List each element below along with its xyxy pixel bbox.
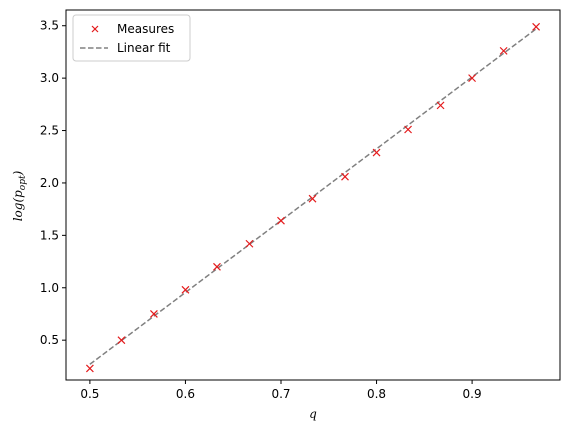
x-tick-label: 0.9 bbox=[463, 387, 482, 401]
y-axis-label: log(popt) bbox=[11, 170, 28, 221]
legend-label-linear-fit: Linear fit bbox=[117, 41, 171, 55]
y-tick-label: 2.5 bbox=[40, 124, 59, 138]
measure-point bbox=[468, 74, 477, 83]
plot-area bbox=[85, 22, 541, 373]
measure-point bbox=[436, 101, 445, 110]
x-tick-label: 0.6 bbox=[176, 387, 195, 401]
x-tick-label: 0.8 bbox=[367, 387, 386, 401]
legend-label-measures: Measures bbox=[117, 22, 174, 36]
axes-frame bbox=[65, 9, 561, 381]
y-tick-label: 1.5 bbox=[40, 228, 59, 242]
y-axis: 0.5 1.0 1.5 2.0 2.5 3.0 3.5 bbox=[40, 19, 66, 347]
x-axis: 0.5 0.6 0.7 0.8 0.9 bbox=[80, 380, 482, 401]
linear-fit-line bbox=[89, 28, 537, 365]
x-tick-label: 0.5 bbox=[80, 387, 99, 401]
legend-box bbox=[72, 14, 191, 62]
y-tick-label: 3.5 bbox=[40, 19, 59, 33]
measure-point bbox=[245, 239, 254, 248]
measure-point bbox=[213, 262, 221, 271]
measure-point bbox=[181, 285, 190, 294]
y-tick-label: 0.5 bbox=[40, 333, 59, 347]
x-tick-label: 0.7 bbox=[271, 387, 290, 401]
y-tick-label: 3.0 bbox=[40, 71, 59, 85]
measure-point bbox=[341, 172, 349, 181]
measure-point bbox=[404, 125, 412, 134]
measure-point bbox=[85, 364, 94, 373]
y-axis-label-base: log(p bbox=[11, 190, 25, 221]
measure-point bbox=[149, 310, 158, 318]
legend-marker-measures bbox=[91, 25, 99, 33]
legend: Measures Linear fit bbox=[72, 14, 191, 62]
x-axis-label: q bbox=[309, 407, 317, 421]
measure-point bbox=[372, 148, 381, 157]
y-axis-label-close: ) bbox=[11, 170, 25, 176]
measure-point bbox=[277, 216, 285, 225]
y-tick-label: 1.0 bbox=[40, 281, 59, 295]
measure-point bbox=[532, 22, 541, 31]
y-axis-label-subscript: opt bbox=[18, 175, 28, 190]
measure-point bbox=[499, 46, 508, 55]
y-tick-label: 2.0 bbox=[40, 176, 59, 190]
measure-point bbox=[117, 336, 126, 345]
measure-point bbox=[308, 194, 317, 203]
